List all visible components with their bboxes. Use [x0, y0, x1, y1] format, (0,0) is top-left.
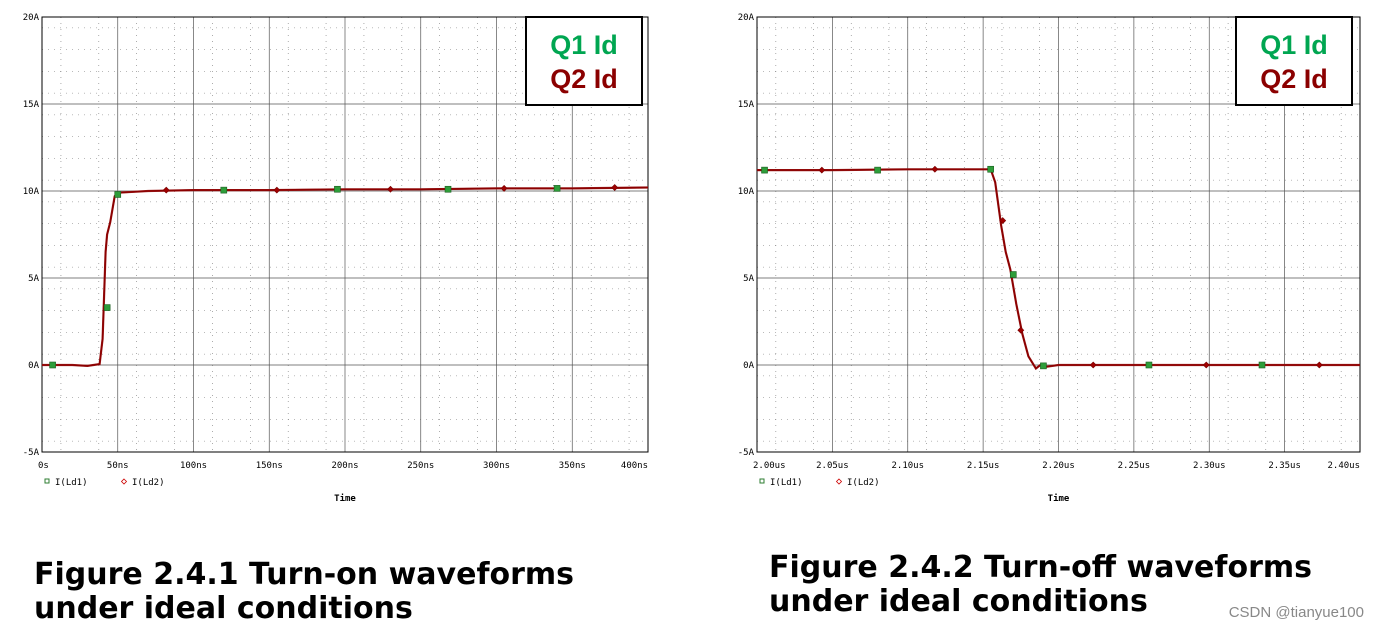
turn-on-caption-line1: Figure 2.4.1 Turn-on waveforms: [34, 557, 575, 592]
ld2-data-marker: [162, 186, 170, 194]
ld2-data-marker: [1089, 361, 1097, 369]
y-tick-label: 5A: [743, 274, 754, 284]
y-tick-label: 15A: [738, 100, 755, 110]
ld2-legend-marker: [120, 478, 128, 485]
turn-on-chart-panel: 20A 15A 10A 5A 0A -5A 0s 50ns 100ns 150ns 200ns 250…: [0, 0, 650, 520]
turn-off-caption-line2: under ideal conditions: [769, 584, 1148, 619]
x-tick-label: 2.15us: [967, 461, 1000, 471]
y-tick-label: 20A: [738, 13, 755, 23]
watermark: CSDN @tianyue100: [1228, 604, 1364, 621]
ld1-data-marker: [220, 186, 228, 194]
ld1-data-marker: [553, 185, 561, 192]
turn-on-legend-box: Q1 Id Q2 Id: [525, 16, 643, 106]
x-axis-title: Time: [1048, 493, 1070, 504]
ld1-data-marker: [987, 165, 994, 173]
x-tick-label: 100ns: [180, 461, 207, 471]
ld1-legend-label: I(Ld1): [55, 478, 88, 488]
x-tick-label: 2.25us: [1118, 461, 1151, 471]
y-tick-label: 15A: [23, 100, 40, 110]
ld2-data-marker: [931, 165, 939, 173]
ld1-data-marker: [1145, 361, 1153, 369]
turn-off-caption-line1: Figure 2.4.2 Turn-off waveforms: [769, 550, 1312, 585]
ld1-data-marker: [444, 185, 452, 193]
ld2-legend-label: I(Ld2): [132, 478, 165, 488]
x-tick-label: 2.00us: [753, 461, 786, 471]
ld2-data-marker: [1202, 361, 1210, 369]
x-tick-label: 2.40us: [1327, 461, 1360, 471]
ld2-data-marker: [818, 166, 826, 174]
ld1-data-marker: [874, 166, 881, 174]
ld1-data-marker: [761, 166, 768, 174]
y-tick-label: -5A: [738, 448, 755, 458]
ld2-legend-label: I(Ld2): [847, 478, 880, 488]
ld1-legend-label: I(Ld1): [770, 478, 803, 488]
turn-on-caption: Figure 2.4.1 Turn-on waveforms under ide…: [34, 558, 574, 626]
x-tick-label: 150ns: [256, 461, 283, 471]
ld1-data-marker: [1040, 362, 1047, 370]
ld1-data-marker: [114, 191, 122, 198]
ld2-legend-marker: [835, 478, 843, 485]
x-tick-label: 250ns: [407, 461, 434, 471]
q1-id-label: Q1 Id: [1260, 30, 1328, 60]
x-tick-label: 400ns: [621, 461, 648, 471]
ld1-data-marker: [1258, 361, 1266, 369]
ld1-data-marker: [103, 304, 111, 311]
x-tick-label: 50ns: [107, 461, 129, 471]
ld1-legend-marker: [759, 478, 765, 484]
x-tick-label: 350ns: [559, 461, 586, 471]
x-tick-label: 2.05us: [816, 461, 849, 471]
ld2-data-marker: [1017, 326, 1025, 334]
x-tick-label: 0s: [38, 461, 49, 471]
x-tick-label: 2.35us: [1268, 461, 1301, 471]
turn-off-chart-panel: 20A 15A 10A 5A 0A -5A 2.00us 2.05us 2.10us 2.15us…: [715, 0, 1365, 520]
ld2-data-marker: [500, 184, 508, 192]
x-tick-label: 2.30us: [1193, 461, 1226, 471]
ld2-data-marker: [273, 186, 281, 194]
turn-off-legend-box: Q1 Id Q2 Id: [1235, 16, 1353, 106]
ld1-legend-marker: [44, 478, 50, 484]
ld1-data-marker: [49, 361, 56, 369]
y-tick-label: -5A: [23, 448, 40, 458]
y-tick-label: 0A: [28, 361, 39, 371]
ld1-data-marker: [334, 185, 341, 193]
x-axis-title: Time: [334, 493, 356, 504]
y-tick-label: 20A: [23, 13, 40, 23]
x-tick-label: 200ns: [331, 461, 358, 471]
turn-off-caption: Figure 2.4.2 Turn-off waveforms under id…: [769, 551, 1312, 619]
y-tick-label: 0A: [743, 361, 754, 371]
ld1-data-marker: [1009, 271, 1017, 278]
q1-id-label: Q1 Id: [550, 30, 618, 60]
x-tick-label: 2.20us: [1042, 461, 1075, 471]
y-tick-label: 10A: [738, 187, 755, 197]
ld2-data-marker: [1315, 361, 1323, 369]
ld2-data-marker: [387, 185, 394, 193]
plot-frame: [756, 16, 1361, 453]
ld2-data-marker: [611, 184, 619, 191]
ld2-data-marker: [999, 217, 1007, 225]
q2-id-label: Q2 Id: [550, 64, 618, 94]
plot-frame: [41, 16, 649, 453]
y-tick-label: 10A: [23, 187, 40, 197]
turn-on-caption-line2: under ideal conditions: [34, 591, 413, 626]
x-tick-label: 300ns: [483, 461, 510, 471]
y-tick-label: 5A: [28, 274, 39, 284]
x-tick-label: 2.10us: [891, 461, 924, 471]
q2-id-label: Q2 Id: [1260, 64, 1328, 94]
